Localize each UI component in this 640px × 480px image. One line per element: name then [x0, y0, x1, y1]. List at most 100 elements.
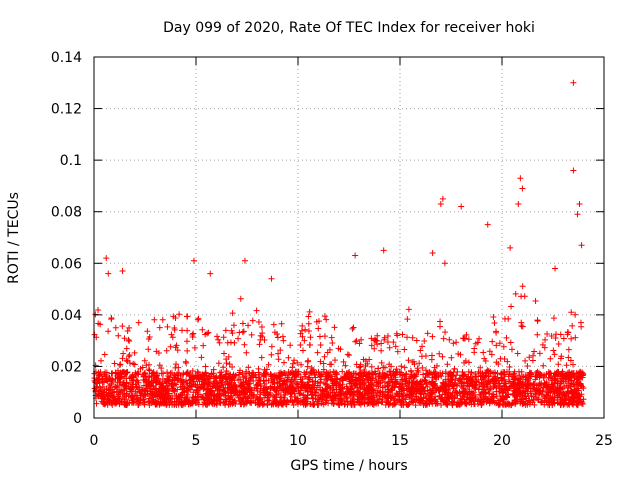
data-point: [439, 353, 446, 360]
data-point: [221, 388, 228, 395]
data-point: [323, 316, 330, 323]
data-point: [163, 347, 170, 354]
data-point: [237, 376, 244, 383]
data-point: [515, 383, 522, 390]
data-point: [560, 401, 567, 408]
data-point: [140, 396, 147, 403]
data-point: [371, 397, 378, 404]
data-point: [413, 337, 420, 344]
data-point: [265, 391, 272, 398]
data-point: [151, 316, 158, 323]
data-point: [352, 380, 359, 387]
data-point: [270, 401, 277, 408]
data-point: [278, 400, 285, 407]
data-point: [392, 343, 399, 350]
data-point: [255, 318, 262, 325]
data-point: [173, 361, 180, 368]
data-point: [522, 357, 529, 364]
data-point: [398, 384, 405, 391]
data-point: [505, 315, 512, 322]
data-point: [405, 386, 412, 393]
data-point: [524, 363, 531, 370]
data-point: [416, 360, 423, 367]
data-point: [228, 377, 235, 384]
data-point: [372, 375, 379, 382]
data-point: [152, 385, 159, 392]
data-point: [268, 351, 275, 358]
data-point: [200, 395, 207, 402]
data-point: [106, 397, 113, 404]
data-point: [424, 383, 431, 390]
data-point: [496, 380, 503, 387]
y-axis-label: ROTI / TECUs: [6, 192, 22, 284]
data-point: [304, 384, 311, 391]
data-point: [195, 315, 202, 322]
data-point: [195, 372, 202, 379]
data-point: [419, 343, 426, 350]
x-tick-label: 10: [289, 433, 307, 449]
data-point: [551, 393, 558, 400]
data-point: [105, 396, 112, 403]
data-point: [350, 396, 357, 403]
data-point: [267, 385, 274, 392]
data-point: [192, 382, 199, 389]
data-point: [330, 380, 337, 387]
data-point: [405, 383, 412, 390]
data-point: [220, 384, 227, 391]
data-point: [368, 363, 375, 370]
data-point: [474, 339, 481, 346]
data-point: [491, 369, 498, 376]
data-point: [156, 362, 163, 369]
data-point: [500, 387, 507, 394]
data-point: [437, 323, 444, 330]
data-point: [327, 385, 334, 392]
data-point: [103, 255, 110, 262]
data-point: [462, 358, 469, 365]
data-point: [255, 395, 262, 402]
data-point: [194, 316, 201, 323]
data-point: [146, 367, 153, 374]
data-point: [545, 401, 552, 408]
data-point: [500, 343, 507, 350]
data-point: [384, 339, 391, 346]
data-point: [369, 394, 376, 401]
data-point: [108, 370, 115, 377]
x-tick-label: 0: [90, 433, 99, 449]
data-point: [130, 399, 137, 406]
data-point: [145, 366, 152, 373]
plot-frame: [93, 56, 605, 419]
data-point: [181, 385, 188, 392]
data-point: [230, 322, 237, 329]
data-point: [548, 332, 555, 339]
data-point: [442, 329, 449, 336]
data-point: [223, 360, 230, 367]
data-point: [353, 370, 360, 377]
data-point: [278, 382, 285, 389]
data-point: [508, 303, 515, 310]
data-point: [102, 400, 109, 407]
data-point: [374, 332, 381, 339]
data-point: [303, 385, 310, 392]
data-point: [298, 361, 305, 368]
data-point: [450, 385, 457, 392]
data-point: [198, 354, 205, 361]
data-point: [565, 354, 572, 361]
data-point: [152, 399, 159, 406]
data-point: [488, 351, 495, 358]
data-point: [411, 387, 418, 394]
data-point: [444, 401, 451, 408]
data-point: [146, 334, 153, 341]
data-point: [111, 383, 118, 390]
data-point: [437, 318, 444, 325]
data-point: [386, 368, 393, 375]
data-point: [264, 394, 271, 401]
data-point: [97, 369, 104, 376]
data-point: [519, 392, 526, 399]
data-point: [313, 318, 320, 325]
data-point: [227, 371, 234, 378]
data-point: [156, 379, 163, 386]
data-point: [439, 195, 446, 202]
data-point: [329, 380, 336, 387]
data-point: [108, 316, 115, 323]
data-point: [268, 343, 275, 350]
